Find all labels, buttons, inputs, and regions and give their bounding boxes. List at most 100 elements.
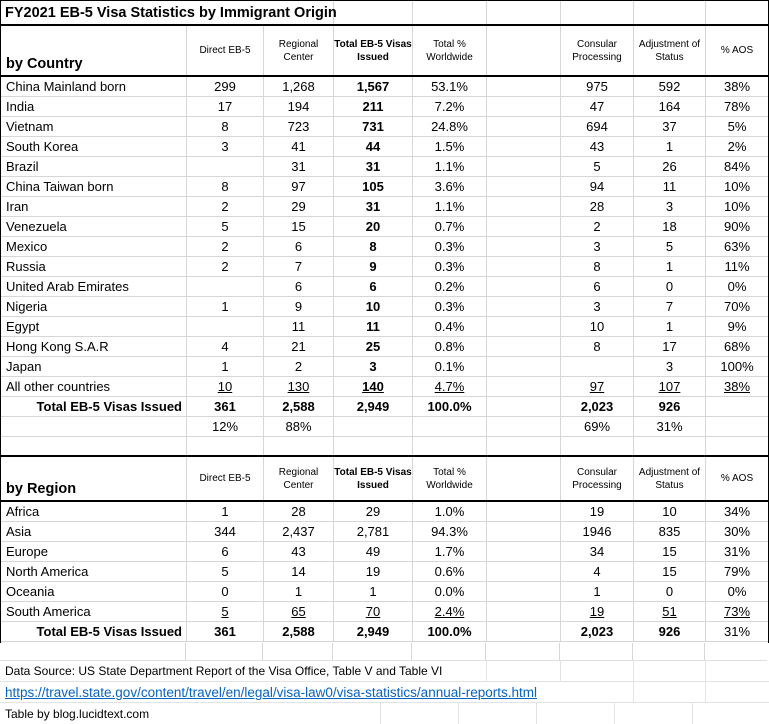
table-cell bbox=[487, 177, 561, 196]
table-cell: 3 bbox=[561, 297, 634, 316]
table-cell: 2,949 bbox=[334, 397, 413, 416]
table-cell: 10 bbox=[634, 502, 706, 521]
table-cell: 65 bbox=[264, 602, 334, 621]
table-row: Vietnam 8 723 731 24.8% 694 37 5% bbox=[1, 117, 768, 137]
table-cell: 15 bbox=[264, 217, 334, 236]
table-cell: 7.2% bbox=[413, 97, 487, 116]
table-row: South America 5 65 70 2.4% 19 51 73% bbox=[1, 602, 768, 622]
table-cell: 2.4% bbox=[413, 602, 487, 621]
empty-cell bbox=[263, 643, 333, 660]
table-cell: 164 bbox=[634, 97, 706, 116]
table-row: Iran 2 29 31 1.1% 28 3 10% bbox=[1, 197, 768, 217]
spacer-row bbox=[1, 437, 768, 455]
group-cell: by Country bbox=[1, 26, 187, 75]
table-cell: 34% bbox=[723, 504, 751, 519]
table-cell bbox=[487, 217, 561, 236]
table-cell: 10 bbox=[561, 317, 634, 336]
country-table-header: by Country Direct EB-5 Regional Center Tota… bbox=[1, 26, 768, 77]
empty-cell bbox=[560, 643, 633, 660]
country-table-body: China Mainland born 299 1,268 1,567 53.1% 975… bbox=[1, 77, 768, 437]
table-cell: 31% bbox=[634, 417, 706, 436]
page-title: FY2021 EB-5 Visa Statistics by Immigrant… bbox=[1, 1, 337, 24]
table-cell bbox=[487, 522, 561, 541]
table-cell: 51 bbox=[634, 602, 706, 621]
table-cell: 90% bbox=[723, 219, 751, 234]
column-header: Consular Processing bbox=[561, 457, 634, 500]
table-row: North America 5 14 19 0.6% 4 15 79% bbox=[1, 562, 768, 582]
table-row: Africa 1 28 29 1.0% 19 10 34% bbox=[1, 502, 768, 522]
table-cell: 0 bbox=[634, 582, 706, 601]
table-cell: 19 bbox=[561, 602, 634, 621]
table-cell: 100.0% bbox=[413, 622, 487, 641]
spacer-row bbox=[0, 643, 767, 661]
column-header: Adjustment of Status bbox=[634, 457, 706, 500]
table-cell: 79% bbox=[723, 564, 751, 579]
total-row-label: Total EB-5 Visas Issued bbox=[1, 397, 187, 416]
gridline bbox=[614, 703, 615, 724]
table-cell: 26 bbox=[634, 157, 706, 176]
table-cell: 8 bbox=[561, 337, 634, 356]
table-cell: 1946 bbox=[561, 522, 634, 541]
table-cell bbox=[187, 277, 264, 296]
table-cell: 31 bbox=[334, 157, 413, 176]
table-cell: 107 bbox=[634, 377, 706, 396]
table-cell bbox=[487, 297, 561, 316]
table-cell: 31% bbox=[723, 544, 751, 559]
table-cell: 4 bbox=[187, 337, 264, 356]
table-cell: 0 bbox=[634, 277, 706, 296]
table-cell: 0% bbox=[727, 584, 747, 599]
column-header: Total % Worldwide bbox=[413, 26, 487, 75]
table-cell: 2 bbox=[561, 217, 634, 236]
table-cell: 8 bbox=[334, 237, 413, 256]
column-header: Direct EB-5 bbox=[187, 26, 264, 75]
table-cell: 835 bbox=[634, 522, 706, 541]
table-cell: 1 bbox=[264, 582, 334, 601]
gridline bbox=[536, 703, 537, 724]
empty-cell bbox=[334, 1, 413, 24]
table-cell: 2% bbox=[727, 139, 747, 154]
empty-cell bbox=[634, 1, 706, 24]
table-cell: 0.7% bbox=[413, 217, 487, 236]
table-cell: 0.8% bbox=[413, 337, 487, 356]
table-cell: 1 bbox=[634, 317, 706, 336]
table-cell: 2,437 bbox=[264, 522, 334, 541]
table-cell: 10 bbox=[187, 377, 264, 396]
table-cell: 43 bbox=[561, 137, 634, 156]
table-cell: 31 bbox=[334, 197, 413, 216]
table-cell bbox=[487, 277, 561, 296]
table-cell bbox=[487, 622, 561, 641]
table-row: All other countries 10 130 140 4.7% 97 107 38% bbox=[1, 377, 768, 397]
table-cell bbox=[487, 397, 561, 416]
table-cell: 6 bbox=[561, 277, 634, 296]
table-row: India 17 194 211 7.2% 47 164 78% bbox=[1, 97, 768, 117]
table-cell: 49 bbox=[334, 542, 413, 561]
table-cell: 926 bbox=[634, 622, 706, 641]
region-table-header: by Region Direct EB-5 Regional Center Total… bbox=[1, 455, 768, 502]
table-cell: 12% bbox=[187, 417, 264, 436]
table-cell: 4.7% bbox=[413, 377, 487, 396]
table-row: Asia 344 2,437 2,781 94.3% 1946 835 30% bbox=[1, 522, 768, 542]
table-row: Japan 1 2 3 0.1% 3 100% bbox=[1, 357, 768, 377]
table-cell: 1 bbox=[187, 357, 264, 376]
table-cell: 1,268 bbox=[264, 77, 334, 96]
empty-cell bbox=[634, 437, 706, 455]
table-cell: 8 bbox=[187, 177, 264, 196]
group-label-region: by Region bbox=[6, 481, 77, 498]
table-cell bbox=[487, 317, 561, 336]
table-cell: 31 bbox=[264, 157, 334, 176]
table-row: 12% 88% 69% 31% bbox=[1, 417, 768, 437]
table-cell: 7 bbox=[634, 297, 706, 316]
row-label: Egypt bbox=[1, 317, 187, 336]
column-header: % AOS bbox=[720, 45, 754, 56]
table-cell: 2 bbox=[187, 197, 264, 216]
source-link[interactable]: https://travel.state.gov/content/travel/… bbox=[5, 684, 537, 700]
column-header: Total % Worldwide bbox=[413, 457, 487, 500]
table-cell bbox=[487, 357, 561, 376]
table-row: Oceania 0 1 1 0.0% 1 0 0% bbox=[1, 582, 768, 602]
table-cell: 38% bbox=[723, 379, 751, 394]
table-cell: 926 bbox=[634, 397, 706, 416]
table-cell bbox=[487, 117, 561, 136]
row-label: South Korea bbox=[1, 137, 187, 156]
row-label: All other countries bbox=[1, 377, 187, 396]
table-cell: 3 bbox=[634, 357, 706, 376]
